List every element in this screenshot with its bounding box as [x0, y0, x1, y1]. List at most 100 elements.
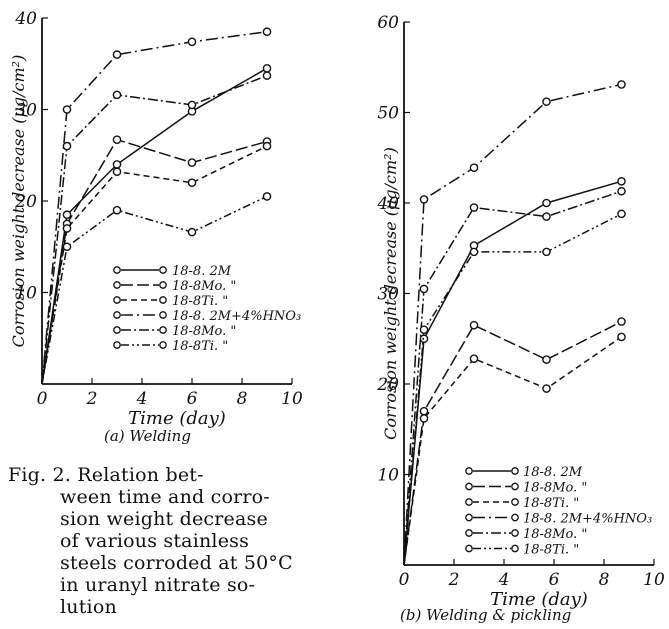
x-tick-label: 2	[448, 570, 460, 590]
data-point	[419, 284, 429, 294]
data-point	[469, 354, 479, 363]
data-point	[542, 247, 551, 257]
data-point	[187, 37, 197, 47]
y-tick-label: 60	[377, 13, 399, 33]
data-point	[187, 100, 197, 110]
legend-marker	[511, 529, 519, 537]
y-tick-label: 20	[14, 192, 37, 212]
y-tick-label: 20	[376, 375, 399, 395]
data-point	[262, 141, 272, 151]
caption-line: ween time and corro-	[60, 486, 270, 508]
caption-line: sion weight decrease	[60, 508, 268, 530]
series-line-4	[41, 30, 268, 385]
data-point	[112, 90, 122, 100]
data-point	[262, 27, 272, 37]
data-point	[542, 97, 551, 106]
data-point	[112, 167, 122, 177]
caption-line: of various stainless	[60, 530, 250, 552]
legend-marker	[511, 498, 519, 506]
x-axis-label: Time (day)	[490, 589, 588, 610]
data-point	[469, 320, 479, 330]
legend-marker	[159, 341, 167, 349]
caption-line: Fig. 2. Relation bet-	[8, 464, 204, 486]
y-tick-label: 30	[15, 101, 37, 121]
x-tick-label: 4	[498, 570, 510, 590]
data-point	[112, 50, 122, 59]
data-point	[419, 195, 429, 204]
legend-marker	[465, 513, 473, 522]
data-point	[469, 203, 479, 212]
x-axis-label: Time (day)	[128, 408, 226, 429]
data-point	[62, 141, 72, 151]
legend-marker	[511, 513, 519, 522]
data-point	[112, 160, 122, 169]
panel-title: (a) Welding	[104, 427, 191, 445]
caption-line: lution	[60, 596, 117, 618]
data-point	[262, 192, 272, 201]
data-point	[617, 209, 626, 219]
data-point	[542, 355, 551, 364]
legend-marker	[113, 311, 121, 319]
series-line-3	[41, 145, 268, 385]
legend-label: 18-8Ti. "	[172, 294, 228, 309]
data-point	[617, 186, 626, 196]
legend-marker	[159, 266, 167, 274]
data-point	[617, 317, 626, 326]
legend-marker	[465, 498, 473, 506]
legend-marker	[113, 266, 121, 274]
legend-marker	[159, 281, 167, 289]
legend-label: 18-8. 2M+4%HNO₃	[523, 512, 652, 527]
data-point	[62, 224, 72, 233]
data-point	[419, 334, 429, 344]
data-point	[112, 205, 122, 215]
legend-marker	[113, 296, 121, 304]
legend-marker	[113, 326, 121, 334]
legend-marker	[465, 482, 473, 491]
legend-marker	[159, 326, 167, 334]
data-point	[542, 212, 551, 221]
chart-panel-b: 0 2 4 6 8 10 10 20 30 40 50 60 Time (day) Corrosion w…	[376, 13, 665, 624]
legend-label: 18-8Mo. "	[523, 527, 587, 542]
y-tick-label: 50	[377, 104, 399, 124]
legend-marker	[511, 482, 519, 491]
data-point	[542, 198, 551, 208]
legend-marker	[465, 529, 473, 537]
legend-marker	[159, 296, 167, 304]
panel-title: (b) Welding & pickling	[400, 606, 571, 624]
x-tick-label: 0	[399, 570, 410, 590]
legend-label: 18-8Mo. "	[523, 481, 587, 496]
data-point	[62, 105, 72, 114]
caption-line: steels corroded at 50°C	[60, 552, 293, 574]
legend-label: 18-8. 2M+4%HNO₃	[172, 309, 301, 324]
data-point	[62, 242, 72, 252]
legend-label: 18-8. 2M	[523, 465, 583, 480]
y-tick-label: 40	[376, 194, 399, 214]
legend-label: 18-8Mo. "	[172, 279, 236, 294]
x-tick-label: 10	[643, 570, 665, 590]
x-tick-label: 2	[86, 389, 98, 409]
series-line-5	[403, 190, 622, 566]
y-axis-label: Corrosion weight decrease (μg/cm²)	[9, 55, 28, 348]
figure-caption: Fig. 2. Relation bet- ween time and corr…	[8, 464, 353, 618]
legend-label: 18-8Mo. "	[172, 324, 236, 339]
data-point	[617, 332, 626, 342]
series-line-4	[403, 83, 622, 566]
data-point	[419, 406, 429, 416]
legend-marker	[113, 341, 121, 349]
x-tick-label: 6	[549, 570, 560, 590]
series-line-2	[403, 320, 622, 566]
series-line-1	[403, 180, 622, 566]
data-point	[62, 210, 72, 220]
legend-marker	[113, 281, 121, 289]
legend-marker	[511, 467, 519, 475]
legend-marker	[159, 311, 167, 319]
x-tick-label: 10	[281, 389, 303, 409]
y-axis-label: Corrosion weight decrease (μg/cm²)	[381, 147, 400, 440]
x-tick-label: 8	[599, 570, 610, 590]
data-point	[262, 64, 272, 73]
x-tick-label: 4	[136, 389, 148, 409]
x-tick-label: 6	[187, 389, 198, 409]
data-point	[419, 325, 429, 335]
